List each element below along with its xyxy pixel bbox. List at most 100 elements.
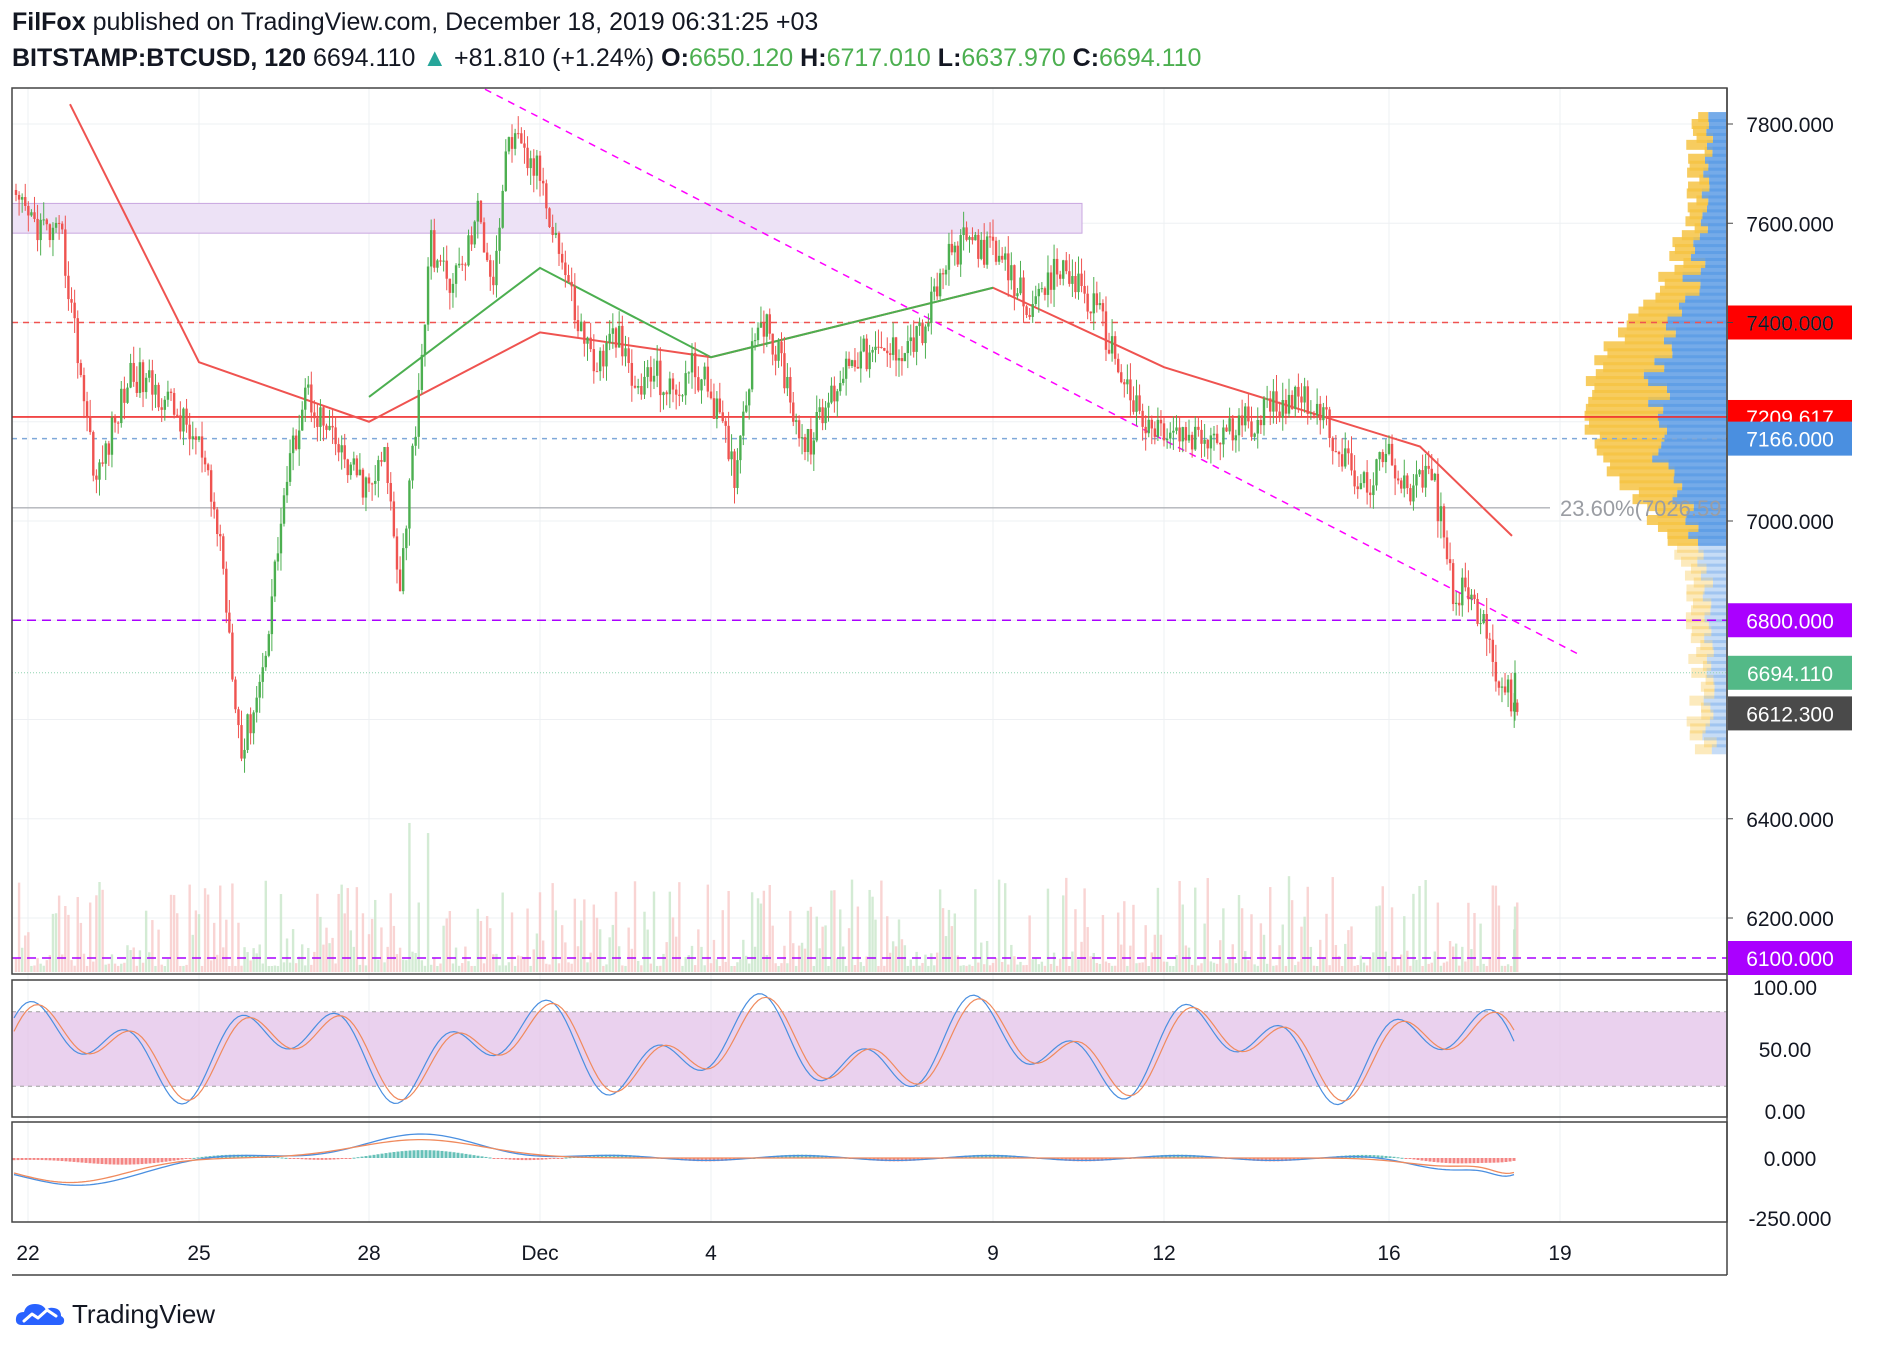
- macd-hist-bar: [624, 1154, 628, 1158]
- macd-tick-label: -250.000: [1749, 1208, 1832, 1231]
- macd-hist-bar: [1500, 1158, 1504, 1163]
- volume-bar: [436, 966, 439, 972]
- volume-bar: [756, 898, 760, 972]
- volume-bar: [1378, 905, 1381, 972]
- volume-bar: [1473, 912, 1476, 972]
- stoch-tick-label: 100.00: [1753, 977, 1817, 1000]
- volume-bar: [706, 884, 710, 972]
- macd-hist-bar: [708, 1158, 712, 1162]
- vp-down: [1696, 195, 1709, 206]
- vp-up: [1709, 716, 1726, 727]
- candle-body: [853, 360, 857, 367]
- candle-body: [1491, 639, 1495, 662]
- chart-svg[interactable]: 23.60%(7026.59 7400.0007209.6177166.0006…: [0, 0, 1878, 1280]
- candle-body: [1400, 480, 1403, 489]
- macd-hist-bar: [84, 1158, 88, 1163]
- tradingview-footer[interactable]: TradingView: [14, 1296, 215, 1332]
- candle-body: [1141, 410, 1144, 427]
- volume-bar: [821, 926, 824, 972]
- vp-down: [1674, 549, 1704, 560]
- volume-bar: [774, 963, 777, 972]
- candle-body: [1049, 272, 1053, 290]
- macd-hist-bar: [44, 1158, 48, 1161]
- macd-hist-bar: [448, 1151, 452, 1158]
- candle-body: [1503, 686, 1507, 693]
- volume-bar: [777, 965, 780, 972]
- vp-up: [1682, 480, 1726, 491]
- volume-bar: [234, 965, 237, 972]
- candle-body: [479, 200, 483, 223]
- macd-hist-bar: [372, 1154, 376, 1158]
- volume-bar: [160, 964, 163, 972]
- volume-bar: [1347, 930, 1350, 972]
- candle-body: [655, 360, 659, 376]
- candle-body: [1337, 451, 1341, 455]
- candle-body: [844, 358, 848, 379]
- macd-hist-bar: [1492, 1158, 1496, 1163]
- volume-bar: [85, 965, 89, 972]
- vp-down: [1699, 174, 1710, 185]
- volume-bar: [48, 955, 52, 972]
- volume-bar: [833, 890, 836, 972]
- candle-body: [1281, 400, 1284, 418]
- footer-brand[interactable]: TradingView: [72, 1298, 216, 1329]
- vp-up: [1706, 563, 1726, 574]
- volume-bar: [42, 965, 45, 972]
- volume-bar: [473, 965, 476, 972]
- volume-bar: [535, 933, 539, 972]
- candle-body: [67, 275, 70, 300]
- volume-bar: [1461, 946, 1464, 972]
- volume-bar: [304, 965, 307, 972]
- vp-down: [1638, 487, 1678, 498]
- volume-bar: [1197, 965, 1200, 972]
- macd-hist-bar: [612, 1154, 616, 1158]
- volume-bar: [888, 952, 892, 972]
- volume-bar: [1350, 926, 1353, 972]
- volume-bar: [1058, 958, 1062, 972]
- volume-bar: [703, 965, 706, 972]
- vp-down: [1702, 660, 1712, 671]
- volume-bar: [116, 965, 120, 972]
- candle-body: [307, 384, 310, 388]
- candle-body: [1253, 433, 1256, 437]
- macd-hist-bar: [1084, 1158, 1088, 1162]
- volume-bar: [294, 963, 298, 972]
- volume-bar: [1372, 952, 1375, 972]
- macd-hist-bar: [884, 1158, 888, 1162]
- vp-up: [1663, 334, 1726, 345]
- volume-bar: [282, 962, 286, 972]
- volume-bar: [724, 961, 727, 972]
- candle-body: [1116, 358, 1120, 373]
- candle-body: [1172, 430, 1175, 433]
- candle-body: [724, 421, 727, 426]
- volume-bar: [1007, 964, 1010, 972]
- candle-body: [1237, 415, 1241, 436]
- macd-hist-bar: [1496, 1158, 1500, 1163]
- volume-bar: [941, 908, 945, 972]
- volume-bar: [721, 910, 724, 972]
- volume-bar: [1212, 962, 1216, 972]
- volume-bar: [595, 917, 599, 972]
- candle-body: [1412, 485, 1415, 502]
- candle-body: [918, 322, 921, 327]
- vp-down: [1632, 494, 1673, 505]
- macd-hist-bar: [620, 1154, 624, 1158]
- macd-hist-bar: [452, 1152, 456, 1158]
- vp-down: [1691, 119, 1709, 129]
- candle-body: [868, 352, 871, 370]
- macd-hist-bar: [800, 1154, 804, 1158]
- macd-hist-bar: [1276, 1158, 1280, 1162]
- candle-body: [331, 425, 334, 428]
- candle-body: [1421, 470, 1424, 488]
- candle-body: [273, 561, 277, 597]
- macd-hist-bar: [384, 1153, 388, 1158]
- volume-bar: [1228, 958, 1231, 972]
- candle-body: [172, 392, 176, 415]
- candle-body: [1445, 537, 1449, 560]
- author-name[interactable]: FilFox: [12, 8, 86, 36]
- candle-body: [554, 232, 558, 235]
- candle-body: [789, 376, 792, 403]
- volume-bar: [551, 883, 554, 972]
- volume-bar: [554, 910, 558, 972]
- candle-body: [160, 407, 163, 410]
